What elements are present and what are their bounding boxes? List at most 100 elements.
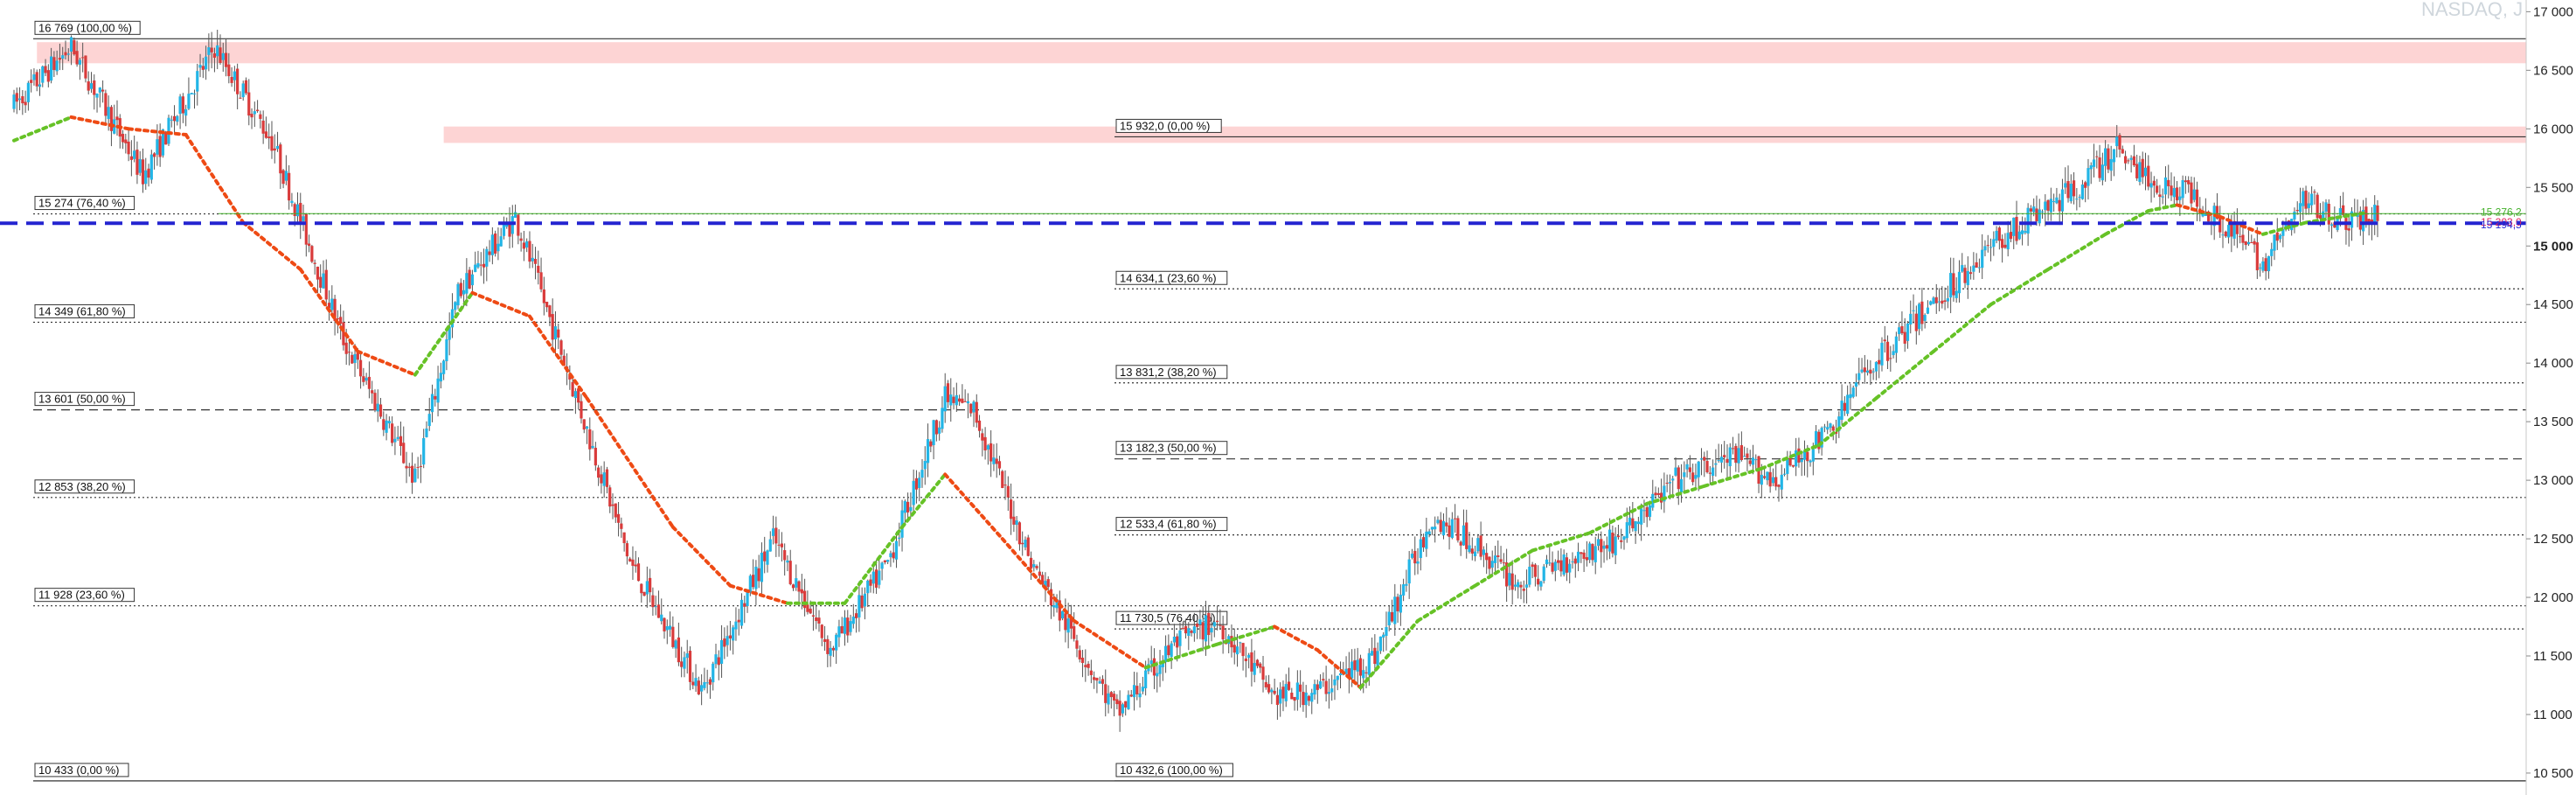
candle-down: [1261, 666, 1265, 680]
candle-down: [997, 461, 1002, 469]
axis-tick-label: 12 500: [2533, 532, 2573, 547]
candle-down: [391, 423, 394, 443]
candle-down: [1307, 695, 1311, 701]
candle-up: [1699, 458, 1704, 460]
candle-up: [1044, 581, 1047, 587]
candle-up: [972, 401, 976, 413]
candle-up: [1548, 562, 1552, 564]
candle-down: [319, 276, 323, 288]
candle-up: [700, 685, 704, 692]
candle-down: [1021, 542, 1024, 545]
candle-down: [1201, 622, 1205, 640]
candle-up: [1138, 693, 1142, 698]
candle-down: [1834, 432, 1838, 434]
candle-down: [270, 136, 274, 151]
candle-up: [1957, 271, 1962, 294]
candle-down: [1677, 467, 1680, 490]
candle-down: [164, 132, 168, 145]
candle-down: [820, 624, 823, 638]
candle-down: [831, 647, 835, 651]
candle-up: [1462, 525, 1466, 546]
candle-up: [1161, 663, 1164, 667]
candle-down: [995, 458, 998, 464]
candle-up: [502, 223, 506, 236]
candle-down: [1316, 684, 1319, 690]
candle-up: [2138, 162, 2142, 182]
candle-up: [1697, 461, 1700, 478]
candle-up: [1156, 673, 1159, 677]
candle-up: [1898, 327, 1901, 335]
candle-down: [2118, 135, 2121, 150]
candle-up: [1668, 482, 1672, 484]
candle-up: [1313, 684, 1316, 695]
candle-down: [121, 134, 125, 143]
candle-down: [2107, 148, 2110, 170]
axis-tick-label: 11 500: [2533, 649, 2573, 664]
fib-level-label: 16 769 (100,00 %): [38, 21, 132, 34]
moving-average-segment: [1531, 531, 1592, 553]
candle-up: [918, 478, 921, 488]
candle-up: [1674, 467, 1677, 476]
fib-level-label: 13 601 (50,00 %): [38, 393, 126, 406]
moving-average-segment: [843, 525, 905, 605]
candle-down: [1774, 477, 1778, 487]
candle-up: [144, 170, 148, 185]
candle-down: [577, 388, 580, 403]
candle-down: [522, 242, 526, 249]
candle-down: [1479, 535, 1482, 557]
candle-down: [1230, 636, 1233, 648]
candle-down: [1041, 575, 1045, 585]
candle-up: [1170, 643, 1173, 658]
moving-average-segment: [900, 472, 948, 529]
candle-up: [2052, 201, 2056, 203]
price-tag-label: 15 203,0: [2481, 216, 2522, 228]
moving-average-segment: [470, 290, 531, 318]
candle-up: [1542, 566, 1545, 582]
fib-level-label: 15 274 (76,40 %): [38, 197, 126, 210]
candle-down: [671, 626, 675, 647]
candle-up: [138, 158, 142, 173]
candle-down: [2327, 204, 2330, 225]
candle-up: [2362, 210, 2365, 232]
candle-down: [1654, 492, 1657, 496]
candle-down: [697, 680, 700, 694]
candle-up: [1642, 510, 1646, 512]
candle-down: [1963, 268, 1967, 283]
candle-down: [1605, 545, 1608, 549]
candle-up: [241, 83, 245, 98]
candle-up: [2350, 211, 2354, 228]
symbol-watermark: NASDAQ, J: [2421, 0, 2523, 20]
candle-down: [93, 80, 96, 95]
candle-up: [1926, 307, 1930, 314]
candle-up: [1568, 563, 1572, 573]
candle-up: [1714, 463, 1718, 465]
candle-down: [2264, 258, 2267, 272]
candle-up: [2112, 149, 2116, 163]
candle-down: [608, 487, 612, 507]
candle-down: [625, 543, 629, 557]
candle-up: [1625, 522, 1628, 539]
candle-down: [791, 584, 795, 589]
candle-up: [1304, 692, 1308, 706]
candle-down: [1080, 658, 1085, 664]
resistance-zone: [443, 126, 2527, 143]
candle-up: [474, 264, 477, 273]
candle-up: [1382, 634, 1385, 638]
candle-up: [683, 657, 686, 669]
candle-up: [330, 298, 334, 310]
candle-down: [1900, 325, 1904, 334]
candle-down: [826, 638, 830, 654]
candle-up: [1728, 447, 1732, 467]
candle-down: [582, 419, 586, 430]
candle-up: [1402, 584, 1406, 596]
candle-down: [2167, 179, 2170, 186]
candle-down: [1565, 557, 1569, 573]
candle-up: [1436, 520, 1440, 524]
candle-down: [1470, 548, 1474, 554]
candle-down: [416, 466, 420, 468]
candle-down: [2009, 232, 2013, 240]
price-axis[interactable]: 17 000 16 500 16 000 15 500 15 000 14 500 14 0…: [2481, 0, 2573, 795]
fib-level-label: 11 928 (23,60 %): [38, 589, 125, 602]
candle-down: [846, 617, 850, 636]
